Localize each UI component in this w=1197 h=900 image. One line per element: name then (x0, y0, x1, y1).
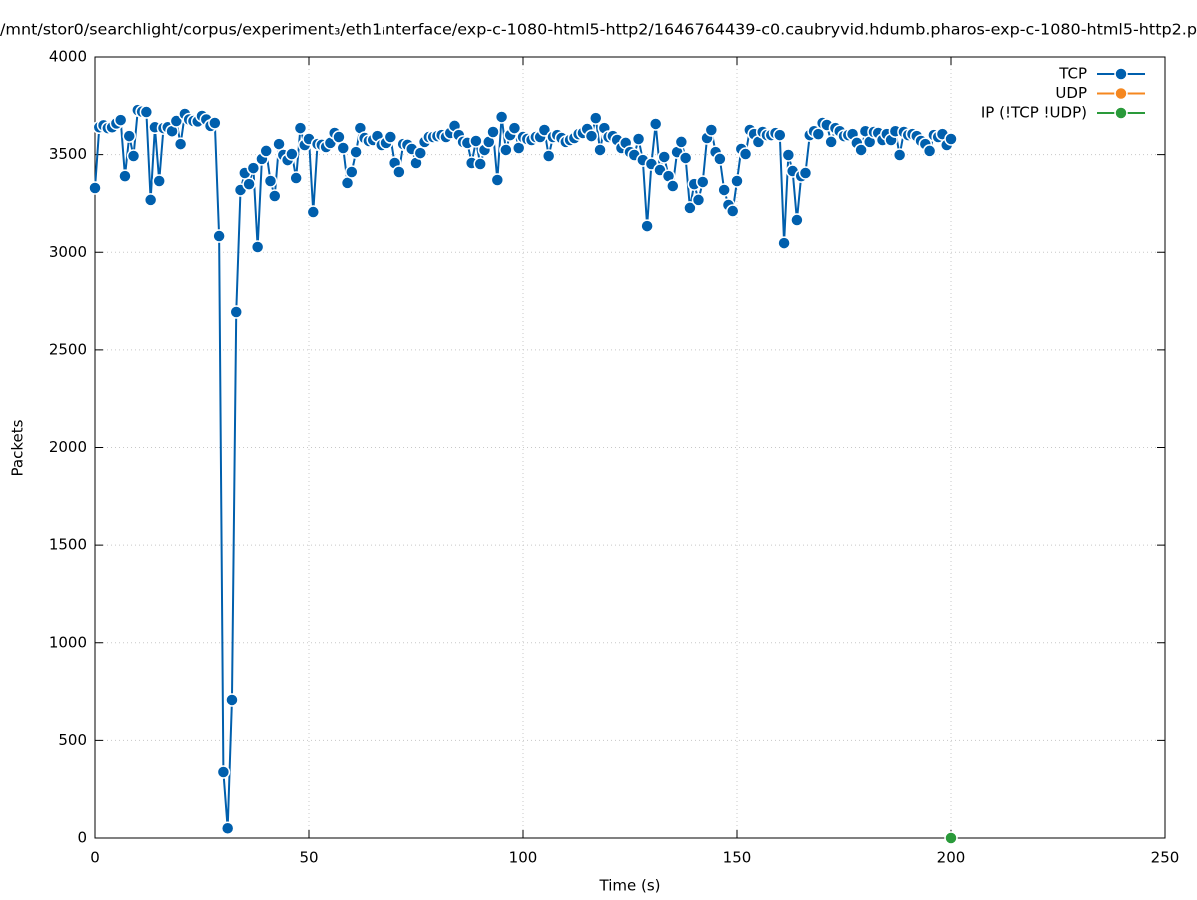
data-point (250, 240, 265, 254)
data-point (666, 179, 680, 193)
y-tick-label: 3500 (49, 145, 87, 163)
data-point (657, 150, 671, 164)
legend-marker (1114, 106, 1128, 120)
data-point (854, 143, 868, 157)
data-point (306, 205, 321, 219)
data-point (383, 130, 398, 144)
data-point (678, 151, 693, 165)
data-point (537, 123, 552, 137)
data-point (113, 113, 128, 127)
data-point (345, 165, 359, 179)
data-point (229, 305, 243, 319)
data-point (631, 132, 646, 146)
data-point (773, 128, 787, 142)
x-axis-label: Time (s) (599, 877, 661, 895)
data-point (263, 174, 278, 188)
x-tick-label: 250 (1151, 849, 1180, 867)
data-point (584, 129, 599, 143)
data-point (259, 144, 273, 158)
data-point (922, 144, 937, 158)
x-tick-label: 100 (509, 849, 538, 867)
data-point (208, 116, 222, 130)
data-point (798, 166, 813, 180)
data-point (499, 143, 513, 157)
data-point (738, 147, 753, 161)
legend-marker (1114, 67, 1128, 81)
data-point (246, 161, 261, 175)
data-point (336, 141, 350, 155)
legend-label: TCP (1058, 65, 1087, 83)
data-point (143, 193, 158, 207)
data-point (944, 831, 958, 845)
data-point (220, 821, 235, 835)
data-point (683, 201, 697, 215)
data-point (589, 111, 603, 125)
data-point (242, 177, 256, 191)
data-point (413, 146, 428, 160)
data-point (490, 173, 505, 187)
data-point (126, 149, 141, 163)
data-point (781, 148, 796, 162)
data-point (469, 134, 483, 148)
plot-frame (94, 56, 1166, 839)
data-point (892, 148, 907, 162)
y-tick-label: 500 (58, 731, 87, 749)
data-point (216, 765, 231, 779)
data-point (674, 135, 689, 149)
data-point (777, 236, 791, 250)
data-point (118, 169, 132, 183)
data-point (593, 143, 607, 157)
data-point (173, 137, 188, 151)
data-point (212, 229, 226, 243)
x-tick-label: 0 (90, 849, 100, 867)
data-point (473, 157, 487, 171)
y-axis-label: Packets (9, 419, 27, 476)
legend-label: IP (!TCP !UDP) (981, 104, 1087, 122)
data-point (944, 132, 958, 146)
data-point (122, 129, 136, 143)
data-point (225, 693, 239, 707)
data-point (169, 114, 184, 128)
data-point (392, 165, 406, 179)
x-tick-label: 200 (937, 849, 966, 867)
data-point (640, 219, 654, 233)
data-point (486, 125, 500, 139)
data-point (696, 175, 710, 189)
data-point (691, 193, 706, 207)
data-point (790, 213, 804, 227)
data-point (717, 183, 731, 197)
data-point (349, 145, 363, 159)
data-point (293, 121, 308, 135)
y-tick-label: 1500 (49, 536, 87, 554)
legend-marker (1114, 86, 1128, 101)
y-tick-label: 2500 (49, 340, 87, 358)
data-point (88, 181, 102, 195)
y-tick-label: 1000 (49, 633, 87, 651)
legend-label: UDP (1055, 84, 1087, 102)
chart-title: /mnt/stor0/searchlight/corpus/experiment… (0, 21, 1197, 39)
data-point (494, 110, 509, 124)
x-tick-label: 150 (723, 849, 752, 867)
y-tick-label: 4000 (49, 48, 87, 66)
y-tick-label: 3000 (49, 243, 87, 261)
y-tick-label: 0 (77, 829, 87, 847)
data-point (648, 117, 663, 131)
data-point (730, 174, 744, 188)
data-point (507, 121, 522, 135)
data-point (289, 171, 303, 185)
x-tick-label: 50 (299, 849, 318, 867)
data-point (704, 123, 719, 137)
data-point (139, 105, 154, 119)
data-point (268, 189, 282, 203)
data-point (713, 152, 727, 166)
data-point (152, 174, 166, 188)
data-point (285, 147, 299, 161)
data-point (541, 149, 556, 163)
y-tick-label: 2000 (49, 438, 87, 456)
data-point (824, 135, 838, 149)
data-point (725, 204, 740, 218)
